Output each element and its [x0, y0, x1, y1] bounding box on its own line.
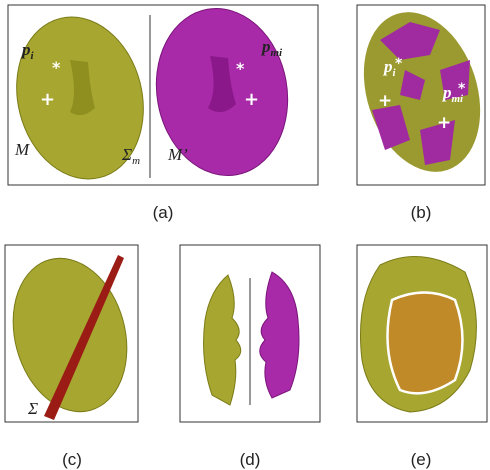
label-base: p: [441, 83, 452, 102]
panel-a: * + * + pi M Σm M’ pmi (a): [0, 0, 318, 222]
label-base: p: [382, 57, 393, 76]
marker-plus: +: [378, 91, 392, 111]
caption: (b): [411, 203, 432, 222]
label-base: p: [260, 37, 271, 56]
caption: (c): [62, 450, 82, 469]
half-face-left: [204, 275, 241, 405]
marker-plus: +: [437, 113, 451, 133]
caption: (d): [240, 450, 261, 469]
face-region: [388, 293, 463, 394]
figure: * + * + pi M Σm M’ pmi (a) * + * + pi pm…: [0, 0, 490, 470]
label-sigma: Σ: [27, 399, 38, 418]
marker-plus: +: [244, 89, 259, 110]
label-base: Σ: [121, 145, 132, 164]
marker-star: *: [236, 59, 245, 78]
label-m-prime: M’: [167, 145, 188, 164]
marker-star: *: [395, 56, 403, 72]
panel-b: * + * + pi pmi (b): [344, 0, 490, 222]
marker-plus: +: [40, 89, 55, 110]
marker-star: *: [52, 58, 61, 77]
label-base: p: [20, 40, 31, 59]
caption: (e): [411, 450, 432, 469]
panel-e: (e): [357, 245, 487, 469]
panel-c: Σ (c): [0, 245, 143, 469]
label-p-mi: pmi: [260, 37, 283, 59]
face: [0, 245, 143, 424]
label-m: M: [14, 140, 30, 159]
panel-d: (d): [180, 245, 320, 469]
label-sub: m: [132, 155, 140, 167]
caption: (a): [153, 203, 174, 222]
label-sub: mi: [271, 47, 284, 59]
label-sigma-m: Σm: [121, 145, 140, 167]
half-face-right: [260, 272, 299, 398]
label-sub: mi: [452, 93, 465, 105]
